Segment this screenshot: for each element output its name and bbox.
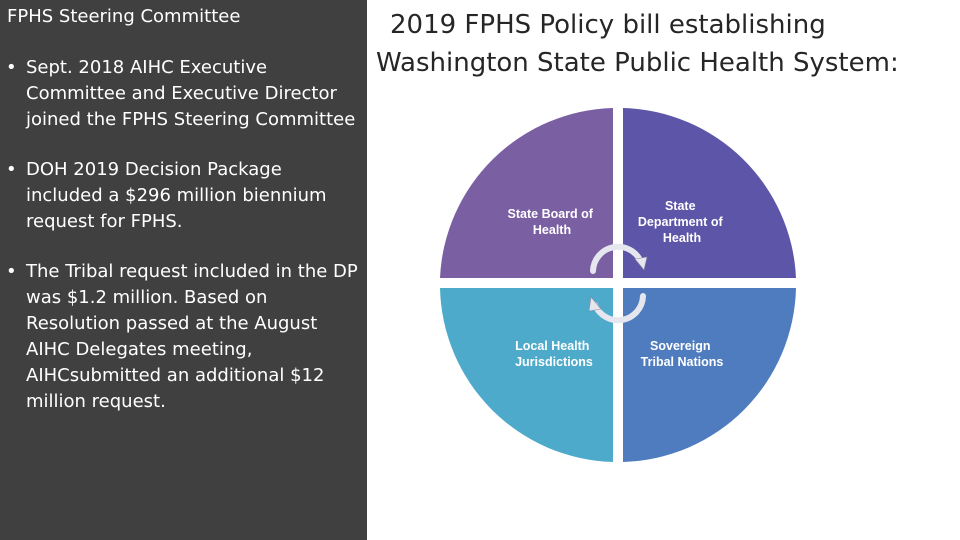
label-line: State <box>665 199 696 213</box>
quadrant-sovereign-tribal-nations <box>623 288 796 462</box>
bullet-item: • DOH 2019 Decision Package included a $2… <box>6 157 362 235</box>
label-line: Jurisdictions <box>515 355 593 369</box>
bullet-text: Sept. 2018 AIHC Executive Committee and … <box>26 57 356 130</box>
arrowhead-top <box>634 256 648 271</box>
arrowhead-bottom <box>588 296 602 312</box>
bullet-item: • Sept. 2018 AIHC Executive Committee and… <box>6 55 362 133</box>
bullet-text: DOH 2019 Decision Package included a $29… <box>26 159 327 232</box>
label-line: Local Health <box>515 339 589 353</box>
quadrant-state-department-of-health <box>623 108 796 278</box>
bullet-text: The Tribal request included in the DP wa… <box>26 261 358 412</box>
bullet-icon: • <box>6 261 17 282</box>
bullet-list: • Sept. 2018 AIHC Executive Committee and… <box>6 55 362 439</box>
arrow-top <box>590 243 644 274</box>
heading-line-1: 2019 FPHS Policy bill establishing <box>390 10 826 40</box>
quadrant-local-health-jurisdictions <box>440 288 613 462</box>
bullet-item: • The Tribal request included in the DP w… <box>6 259 362 415</box>
left-panel: FPHS Steering Committee • Sept. 2018 AIHC… <box>0 0 367 540</box>
label-state-board-of-health: State Board of Health <box>508 207 597 237</box>
label-line: State Board of <box>508 207 594 221</box>
label-line: Health <box>663 231 701 245</box>
arrow-bottom <box>592 293 646 324</box>
public-health-system-diagram: State Board of Health State Department o… <box>440 108 796 462</box>
panel-title: FPHS Steering Committee <box>7 6 241 27</box>
label-line: Tribal Nations <box>641 355 724 369</box>
label-local-health-jurisdictions: Local Health Jurisdictions <box>515 339 593 369</box>
slide-heading: 2019 FPHS Policy bill establishing Washi… <box>376 6 899 82</box>
label-sovereign-tribal-nations: Sovereign Tribal Nations <box>641 339 724 369</box>
label-line: Health <box>533 223 571 237</box>
quadrant-state-board-of-health <box>440 108 613 278</box>
label-line: Sovereign <box>650 339 710 353</box>
heading-line-2: Washington State Public Health System: <box>376 48 899 78</box>
bullet-icon: • <box>6 57 17 78</box>
cycle-arrows-icon <box>588 243 648 324</box>
label-line: Department of <box>638 215 724 229</box>
bullet-icon: • <box>6 159 17 180</box>
label-state-department-of-health: State Department of Health <box>638 199 726 245</box>
